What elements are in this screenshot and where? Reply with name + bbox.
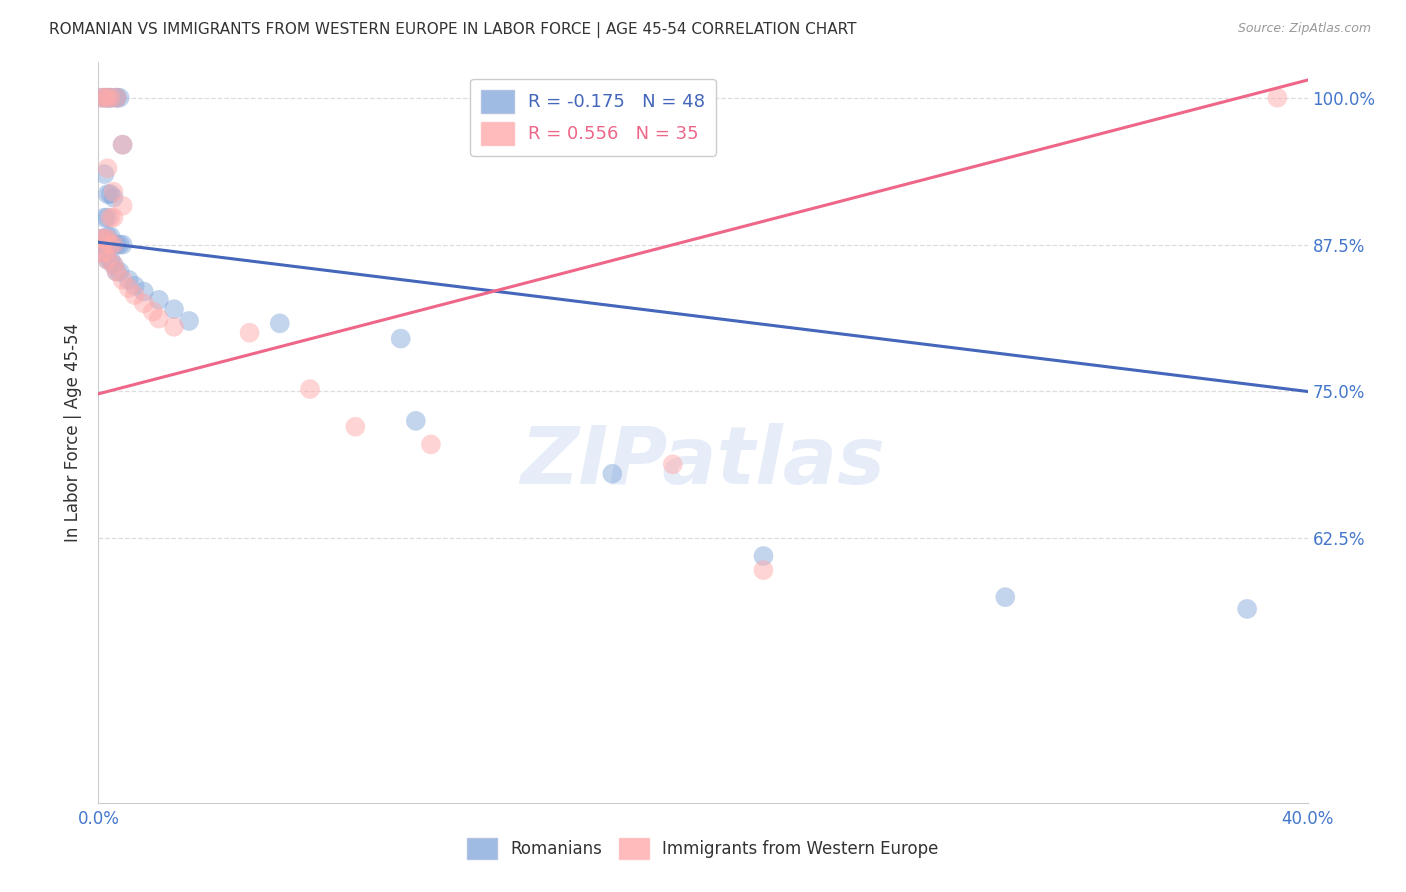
Point bbox=[96, 211, 118, 225]
Text: ZIPatlas: ZIPatlas bbox=[520, 423, 886, 501]
Point bbox=[100, 229, 122, 244]
Point bbox=[103, 191, 125, 205]
Point bbox=[132, 296, 155, 310]
Point bbox=[90, 245, 112, 260]
Point bbox=[96, 252, 118, 267]
Point bbox=[103, 258, 125, 272]
Point bbox=[752, 563, 775, 577]
Point bbox=[661, 458, 683, 472]
Point bbox=[93, 91, 115, 105]
Point bbox=[148, 293, 170, 307]
Point bbox=[163, 319, 186, 334]
Point bbox=[103, 258, 125, 272]
Point bbox=[142, 304, 165, 318]
Point bbox=[118, 273, 141, 287]
Point bbox=[96, 232, 118, 246]
Point bbox=[93, 232, 115, 246]
Point bbox=[100, 91, 122, 105]
Point bbox=[105, 237, 128, 252]
Point bbox=[93, 245, 115, 260]
Point bbox=[420, 437, 443, 451]
Point bbox=[108, 91, 131, 105]
Point bbox=[111, 199, 134, 213]
Point bbox=[105, 91, 128, 105]
Point bbox=[100, 211, 122, 225]
Point bbox=[163, 302, 186, 317]
Point bbox=[93, 232, 115, 246]
Point bbox=[100, 237, 122, 252]
Point bbox=[105, 265, 128, 279]
Point bbox=[93, 245, 115, 260]
Text: Source: ZipAtlas.com: Source: ZipAtlas.com bbox=[1237, 22, 1371, 36]
Point bbox=[118, 281, 141, 295]
Legend: R = -0.175   N = 48, R = 0.556   N = 35: R = -0.175 N = 48, R = 0.556 N = 35 bbox=[470, 78, 716, 156]
Point bbox=[90, 232, 112, 246]
Point bbox=[93, 91, 115, 105]
Point bbox=[111, 137, 134, 152]
Point bbox=[389, 332, 412, 346]
Point bbox=[96, 252, 118, 267]
Point bbox=[96, 91, 118, 105]
Point bbox=[269, 316, 291, 330]
Point bbox=[93, 237, 115, 252]
Point bbox=[100, 91, 122, 105]
Point bbox=[344, 419, 367, 434]
Point bbox=[96, 91, 118, 105]
Legend: Romanians, Immigrants from Western Europe: Romanians, Immigrants from Western Europ… bbox=[461, 831, 945, 866]
Point bbox=[111, 137, 134, 152]
Point bbox=[602, 467, 624, 481]
Point bbox=[405, 414, 427, 428]
Point bbox=[179, 314, 201, 328]
Point bbox=[752, 549, 775, 563]
Point bbox=[100, 252, 122, 267]
Point bbox=[100, 237, 122, 252]
Point bbox=[100, 91, 122, 105]
Point bbox=[90, 237, 112, 252]
Point bbox=[103, 237, 125, 252]
Point bbox=[103, 237, 125, 252]
Point bbox=[93, 211, 115, 225]
Point bbox=[299, 382, 322, 396]
Point bbox=[148, 311, 170, 326]
Point bbox=[105, 265, 128, 279]
Point bbox=[105, 91, 128, 105]
Y-axis label: In Labor Force | Age 45-54: In Labor Force | Age 45-54 bbox=[65, 323, 83, 542]
Point bbox=[90, 91, 112, 105]
Point bbox=[239, 326, 262, 340]
Point bbox=[124, 288, 146, 302]
Point bbox=[108, 237, 131, 252]
Point bbox=[111, 237, 134, 252]
Point bbox=[111, 273, 134, 287]
Point bbox=[994, 590, 1017, 604]
Point bbox=[103, 211, 125, 225]
Point bbox=[93, 167, 115, 181]
Point bbox=[96, 91, 118, 105]
Text: ROMANIAN VS IMMIGRANTS FROM WESTERN EUROPE IN LABOR FORCE | AGE 45-54 CORRELATIO: ROMANIAN VS IMMIGRANTS FROM WESTERN EURO… bbox=[49, 22, 856, 38]
Point bbox=[90, 232, 112, 246]
Point bbox=[1267, 91, 1289, 105]
Point bbox=[90, 91, 112, 105]
Point bbox=[105, 91, 128, 105]
Point bbox=[1236, 602, 1258, 616]
Point bbox=[96, 161, 118, 176]
Point bbox=[103, 185, 125, 199]
Point bbox=[96, 237, 118, 252]
Point bbox=[108, 265, 131, 279]
Point bbox=[96, 229, 118, 244]
Point bbox=[132, 285, 155, 299]
Point bbox=[100, 187, 122, 202]
Point bbox=[90, 245, 112, 260]
Point bbox=[96, 187, 118, 202]
Point bbox=[124, 278, 146, 293]
